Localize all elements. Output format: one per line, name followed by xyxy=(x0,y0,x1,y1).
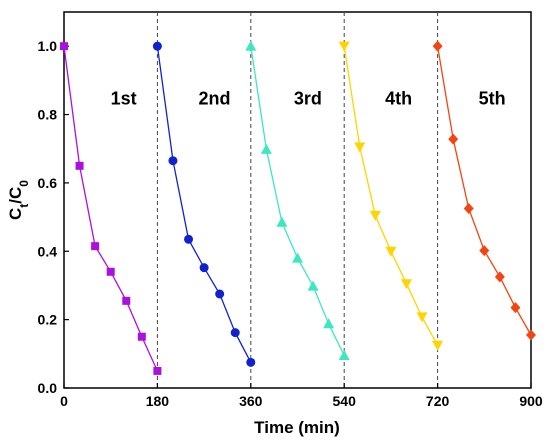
y-axis-title-main: C xyxy=(6,208,25,220)
y-tick-label: 0.0 xyxy=(38,380,58,396)
data-point xyxy=(199,263,209,273)
series-layer xyxy=(60,40,536,375)
y-tick-label: 0.2 xyxy=(38,312,58,328)
data-point xyxy=(354,142,366,153)
data-point xyxy=(510,302,521,314)
cycle-label: 1st xyxy=(111,88,137,108)
data-point xyxy=(215,289,225,299)
x-tick-label: 180 xyxy=(146,393,170,409)
data-point xyxy=(369,210,381,221)
series-3rd xyxy=(245,40,350,361)
data-point xyxy=(246,357,256,367)
data-point xyxy=(276,216,288,227)
y-axis-title-sub2: 0 xyxy=(17,180,31,187)
series-4th xyxy=(338,41,444,351)
cycle-label: 5th xyxy=(479,88,506,108)
data-point xyxy=(137,332,146,341)
data-point xyxy=(122,296,131,305)
data-point xyxy=(307,280,319,291)
x-axis-ticks: 0 180 360 540 720 900 xyxy=(60,383,543,409)
y-axis-title-sep: /C xyxy=(6,187,25,204)
x-tick-label: 0 xyxy=(60,393,68,409)
cycle-labels: 1st 2nd 3rd 4th 5th xyxy=(111,88,506,108)
data-point xyxy=(338,41,350,52)
series-1st xyxy=(60,42,162,375)
data-point xyxy=(416,312,428,323)
y-axis-ticks: 0.0 0.2 0.4 0.6 0.8 1.0 xyxy=(38,38,69,396)
data-point xyxy=(152,41,162,51)
data-point xyxy=(60,42,68,51)
data-point xyxy=(479,245,490,257)
data-point xyxy=(106,267,115,276)
data-point xyxy=(432,40,443,52)
data-point xyxy=(432,340,444,351)
data-point xyxy=(168,156,178,166)
data-point xyxy=(526,329,536,341)
data-point xyxy=(260,143,272,154)
series-2nd xyxy=(152,41,256,367)
x-axis-title: Time (min) xyxy=(254,418,340,437)
y-tick-label: 0.4 xyxy=(38,243,58,259)
data-point xyxy=(323,318,335,329)
data-point xyxy=(245,40,257,51)
data-point xyxy=(91,242,100,251)
data-point xyxy=(338,350,350,361)
data-point xyxy=(230,328,240,338)
data-point xyxy=(75,161,84,170)
data-point xyxy=(448,133,459,145)
series-5th xyxy=(432,40,536,341)
x-tick-label: 540 xyxy=(333,393,357,409)
data-point xyxy=(494,271,505,283)
data-point xyxy=(292,252,303,263)
y-tick-label: 0.8 xyxy=(38,107,58,123)
data-point xyxy=(385,246,397,257)
data-point xyxy=(463,203,474,215)
y-tick-label: 1.0 xyxy=(38,38,58,54)
x-tick-label: 720 xyxy=(426,393,450,409)
y-axis-title: Ct/C0 xyxy=(6,180,31,220)
data-point xyxy=(184,234,194,244)
cycle-label: 3rd xyxy=(294,88,322,108)
y-tick-label: 0.6 xyxy=(38,175,58,191)
cycle-label: 4th xyxy=(385,88,412,108)
plot-area xyxy=(63,11,532,389)
data-point xyxy=(153,366,162,375)
cycle-label: 2nd xyxy=(198,88,230,108)
x-tick-label: 360 xyxy=(239,393,263,409)
data-point xyxy=(400,279,412,290)
x-tick-label: 900 xyxy=(519,393,543,409)
y-axis-title-sub1: t xyxy=(17,204,31,208)
